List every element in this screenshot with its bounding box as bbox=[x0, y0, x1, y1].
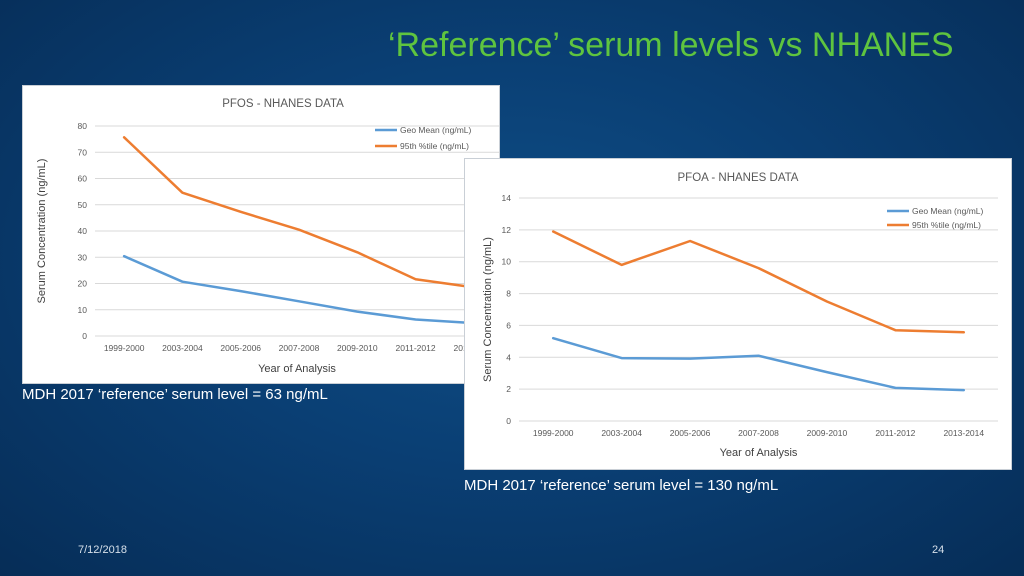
y-tick-label: 6 bbox=[506, 320, 511, 330]
y-tick-label: 30 bbox=[78, 252, 88, 262]
y-tick-label: 12 bbox=[502, 225, 512, 235]
pfoa-chart-svg: PFOA - NHANES DATA 0 2 4 6 8 10 12 14 1999-2000 20… bbox=[482, 172, 998, 459]
y-axis-label: Serum Concentration (ng/mL) bbox=[36, 159, 48, 304]
x-tick-label: 2011-2012 bbox=[875, 428, 915, 438]
legend-entry: 95th %tile (ng/mL) bbox=[912, 220, 981, 230]
y-tick-label: 20 bbox=[78, 279, 88, 289]
x-tick-label: 2007-2008 bbox=[279, 343, 320, 353]
legend-entry: Geo Mean (ng/mL) bbox=[400, 125, 472, 135]
y-tick-label: 0 bbox=[82, 331, 87, 341]
x-tick-label: 2005-2006 bbox=[670, 428, 711, 438]
x-tick-label: 2009-2010 bbox=[337, 343, 378, 353]
x-tick-label: 1999-2000 bbox=[104, 343, 145, 353]
pfos-chart-svg: PFOS - NHANES DATA 0 10 20 30 40 50 60 70 80 1999-… bbox=[36, 98, 499, 375]
y-tick-label: 60 bbox=[78, 174, 88, 184]
y-tick-label: 50 bbox=[78, 200, 88, 210]
x-tick-label: 2013-2014 bbox=[943, 428, 984, 438]
y-tick-label: 70 bbox=[78, 147, 88, 157]
p95-series-line bbox=[122, 136, 476, 289]
x-tick-label: 2003-2004 bbox=[162, 343, 203, 353]
x-axis-label: Year of Analysis bbox=[720, 447, 798, 459]
legend-entry: 95th %tile (ng/mL) bbox=[400, 141, 469, 151]
y-tick-label: 80 bbox=[78, 121, 88, 131]
pfoa-reference-caption: MDH 2017 ‘reference’ serum level = 130 n… bbox=[464, 477, 779, 494]
x-tick-label: 2007-2008 bbox=[738, 428, 779, 438]
pfos-reference-caption: MDH 2017 ‘reference’ serum level = 63 ng… bbox=[22, 386, 328, 403]
chart-title: PFOS - NHANES DATA bbox=[222, 98, 344, 110]
pfoa-chart: PFOA - NHANES DATA 0 2 4 6 8 10 12 14 1999-2000 20… bbox=[464, 158, 1012, 470]
y-tick-label: 10 bbox=[78, 305, 88, 315]
geo-mean-series-line bbox=[551, 336, 966, 392]
legend-entry: Geo Mean (ng/mL) bbox=[912, 206, 984, 216]
x-tick-label: 2005-2006 bbox=[220, 343, 261, 353]
y-tick-label: 4 bbox=[506, 352, 511, 362]
x-axis-label: Year of Analysis bbox=[258, 363, 336, 375]
y-axis-label: Serum Concentration (ng/mL) bbox=[482, 237, 494, 382]
chart-title: PFOA - NHANES DATA bbox=[678, 172, 799, 184]
slide-date: 7/12/2018 bbox=[78, 544, 127, 556]
x-tick-label: 2009-2010 bbox=[807, 428, 848, 438]
y-tick-label: 8 bbox=[506, 289, 511, 299]
slide-title: ‘Reference’ serum levels vs NHANES bbox=[388, 26, 954, 64]
p95-series-line bbox=[551, 230, 966, 334]
y-tick-label: 40 bbox=[78, 226, 88, 236]
x-tick-label: 1999-2000 bbox=[533, 428, 574, 438]
y-tick-label: 0 bbox=[506, 416, 511, 426]
slide-page-number: 24 bbox=[932, 544, 945, 556]
pfos-chart: PFOS - NHANES DATA 0 10 20 30 40 50 60 70 80 1999-… bbox=[22, 85, 500, 384]
x-tick-label: 2003-2004 bbox=[601, 428, 642, 438]
y-tick-label: 14 bbox=[502, 193, 512, 203]
x-tick-label: 2011-2012 bbox=[396, 343, 436, 353]
y-tick-label: 10 bbox=[502, 257, 512, 267]
y-tick-label: 2 bbox=[506, 384, 511, 394]
geo-mean-series-line bbox=[122, 254, 476, 325]
